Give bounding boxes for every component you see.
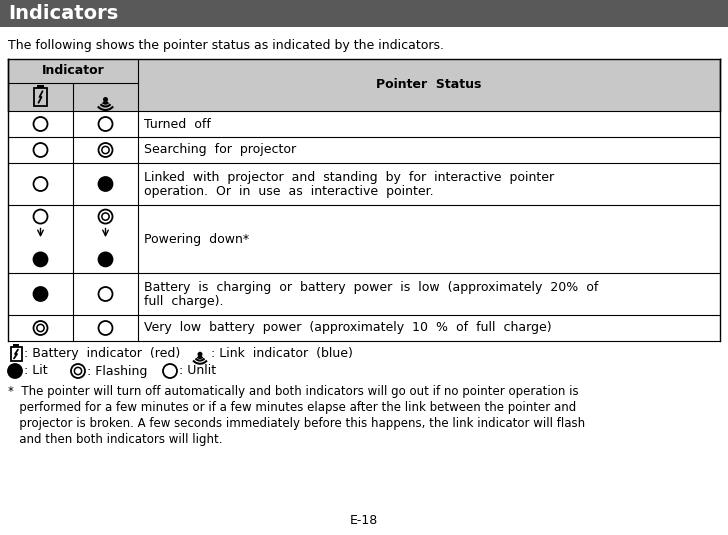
Text: : Battery  indicator  (red): : Battery indicator (red) [24, 347, 181, 360]
Circle shape [98, 177, 113, 191]
Text: Linked  with  projector  and  standing  by  for  interactive  pointer: Linked with projector and standing by fo… [144, 171, 554, 184]
Text: operation.  Or  in  use  as  interactive  pointer.: operation. Or in use as interactive poin… [144, 185, 434, 197]
Bar [13, 343, 19, 347]
Circle shape [8, 364, 22, 378]
Bar [138, 59, 720, 111]
Bar [37, 85, 44, 88]
Text: : Lit: : Lit [24, 364, 47, 378]
Bar [8, 163, 720, 205]
Bar [8, 205, 720, 273]
Text: Powering  down*: Powering down* [144, 233, 249, 246]
Bar [10, 347, 22, 362]
Circle shape [198, 353, 202, 356]
Circle shape [103, 98, 107, 101]
Text: : Flashing: : Flashing [87, 364, 147, 378]
Text: : Link  indicator  (blue): : Link indicator (blue) [211, 347, 353, 360]
Text: Turned  off: Turned off [144, 118, 211, 131]
Text: Very  low  battery  power  (approximately  10  %  of  full  charge): Very low battery power (approximately 10… [144, 322, 552, 334]
Circle shape [33, 253, 47, 266]
Bar [0, 0, 728, 27]
Circle shape [33, 287, 47, 301]
Text: projector is broken. A few seconds immediately before this happens, the link ind: projector is broken. A few seconds immed… [8, 417, 585, 430]
Bar [8, 59, 138, 111]
Bar [8, 137, 720, 163]
Bar [8, 315, 720, 341]
Text: : Unlit: : Unlit [179, 364, 216, 378]
Text: The following shows the pointer status as indicated by the indicators.: The following shows the pointer status a… [8, 39, 444, 52]
Text: full  charge).: full charge). [144, 294, 223, 308]
Text: *  The pointer will turn off automatically and both indicators will go out if no: * The pointer will turn off automaticall… [8, 385, 579, 398]
Bar [8, 273, 720, 315]
Text: E-18: E-18 [350, 514, 378, 526]
Text: Indicator: Indicator [41, 65, 104, 78]
Text: performed for a few minutes or if a few minutes elapse after the link between th: performed for a few minutes or if a few … [8, 401, 577, 414]
Circle shape [98, 253, 113, 266]
Text: Searching  for  projector: Searching for projector [144, 143, 296, 157]
Text: Battery  is  charging  or  battery  power  is  low  (approximately  20%  of: Battery is charging or battery power is … [144, 280, 598, 294]
Bar [8, 111, 720, 137]
Text: and then both indicators will light.: and then both indicators will light. [8, 433, 223, 446]
Text: Indicators: Indicators [8, 4, 118, 23]
Bar [34, 88, 47, 106]
Text: Pointer  Status: Pointer Status [376, 79, 482, 91]
